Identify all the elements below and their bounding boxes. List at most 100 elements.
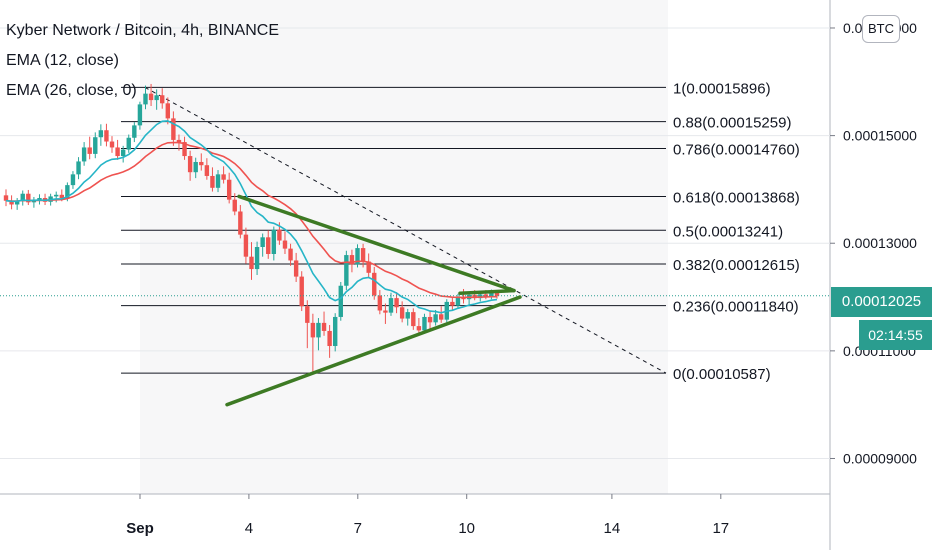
candle-body [26, 193, 31, 203]
candle-body [427, 316, 433, 323]
candle-body [76, 161, 81, 175]
candle-body [165, 103, 171, 119]
candle-body [232, 199, 237, 212]
y-tick-label: 0.00015000 [843, 128, 917, 144]
candle-body [494, 292, 500, 296]
candle-body [411, 312, 416, 327]
x-tick-label: 14 [604, 520, 621, 537]
candle-body [439, 314, 444, 320]
candle-body [455, 297, 461, 306]
candle-body [399, 307, 405, 319]
x-tick-label: 4 [245, 520, 253, 537]
fib-trend-line [144, 86, 667, 374]
candle-body [271, 229, 277, 254]
candle-body [193, 161, 198, 173]
currency-button[interactable]: BTC [862, 15, 900, 43]
candle-body [210, 175, 215, 188]
fib-level-label: 0(0.00010587) [673, 366, 771, 383]
candle-body [115, 147, 120, 157]
chart-title: Kyber Network / Bitcoin, 4h, BINANCE [6, 22, 279, 39]
fib-level-label: 0.236(0.00011840) [673, 299, 799, 316]
candle-body [293, 260, 299, 277]
candle-body [87, 147, 92, 154]
candle-body [93, 137, 98, 154]
candle-body [221, 174, 226, 180]
candle-body [148, 93, 154, 101]
candle-body [327, 330, 332, 347]
candle-body [321, 322, 327, 331]
session-background [140, 0, 668, 494]
fib-level-label: 0.786(0.00014760) [673, 142, 800, 159]
candle-body [260, 237, 265, 247]
candle-body [37, 198, 42, 200]
candle-body [483, 294, 489, 297]
ema12-line [5, 120, 498, 314]
candle-body [450, 301, 455, 306]
candle-body [143, 93, 148, 105]
candle-body [266, 237, 271, 254]
x-tick-label: 10 [458, 520, 475, 537]
ema12-legend: EMA (12, close) [6, 52, 119, 69]
candle-body [154, 95, 159, 101]
candle-body [377, 295, 383, 311]
candle-body [416, 326, 422, 331]
candle-body [81, 147, 87, 162]
candle-body [366, 261, 371, 273]
candle-body [171, 118, 176, 140]
candle-body [9, 200, 14, 205]
candle-body [187, 156, 193, 173]
candle-body [20, 193, 25, 202]
candle-body [299, 276, 304, 307]
candle-body [109, 141, 115, 148]
candle-body [461, 297, 466, 300]
candle-body [282, 240, 288, 249]
candle-body [120, 149, 126, 157]
candle-body [254, 247, 260, 270]
candle-body [70, 174, 76, 186]
candle-body [344, 255, 349, 286]
x-tick-label: 17 [712, 520, 729, 537]
x-tick-label: 7 [354, 520, 362, 537]
candle-body [355, 248, 360, 265]
fib-level-label: 0.618(0.00013868) [673, 190, 800, 207]
candle-body [98, 130, 104, 138]
candle-body [394, 298, 399, 308]
ema26-legend: EMA (26, close, 0) [6, 82, 137, 99]
candle-body [388, 298, 394, 313]
y-tick-label: 0.00013000 [843, 235, 917, 251]
candle-body [310, 322, 316, 338]
candle-body [104, 130, 109, 142]
candle-body [433, 314, 438, 323]
candle-body [54, 194, 59, 197]
triangle-upper-line [237, 194, 516, 293]
candle-body [204, 165, 210, 176]
candle-body [126, 137, 131, 150]
fib-level-label: 0.382(0.00012615) [673, 257, 800, 274]
y-tick-label: 0.00009000 [843, 450, 917, 466]
candle-body [316, 322, 321, 338]
candle-body [277, 229, 282, 241]
candle-body [199, 161, 204, 166]
candle-body [332, 316, 338, 347]
current-price-tag: 0.00012025 [831, 287, 932, 317]
candle-body [243, 234, 249, 257]
candle-body [249, 256, 254, 270]
candle-body [132, 125, 137, 138]
candle-body [405, 312, 410, 319]
candle-body [288, 248, 293, 261]
candle-body [349, 255, 355, 265]
candle-body [226, 179, 232, 200]
candle-body [3, 195, 9, 201]
candle-body [137, 104, 143, 126]
candle-body [215, 174, 221, 188]
candle-body [238, 211, 243, 235]
candle-body [182, 142, 187, 157]
candle-body [176, 139, 182, 143]
fib-level-label: 0.88(0.00015259) [673, 115, 791, 132]
x-tick-label: Sep [126, 520, 154, 537]
fib-level-label: 0.5(0.00013241) [673, 223, 783, 240]
candle-body [422, 316, 427, 331]
fib-level-label: 1(0.00015896) [673, 80, 771, 97]
ema26-line [5, 141, 497, 299]
